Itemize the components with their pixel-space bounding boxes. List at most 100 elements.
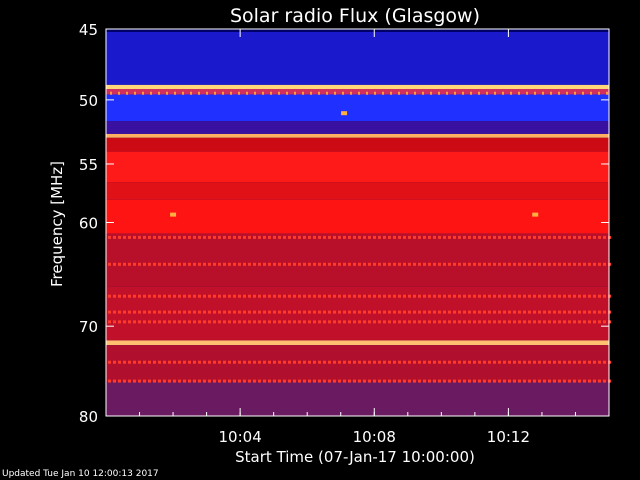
interference-line-segment <box>248 310 251 314</box>
interference-line-segment <box>328 360 331 364</box>
interference-line-segment <box>333 379 336 383</box>
interference-line-segment <box>183 310 186 314</box>
interference-line-segment <box>428 310 431 314</box>
interference-line-segment <box>163 310 166 314</box>
interference-line-segment <box>433 310 436 314</box>
interference-line-segment <box>483 262 486 266</box>
interference-line-segment <box>353 360 356 364</box>
interference-line-segment <box>233 379 236 383</box>
interference-line-segment <box>148 320 151 324</box>
interference-dot <box>334 91 336 95</box>
interference-line-segment <box>133 379 136 383</box>
interference-line-segment <box>318 310 321 314</box>
interference-line-segment <box>353 235 356 239</box>
interference-line-segment <box>388 262 391 266</box>
interference-line-segment <box>238 262 241 266</box>
interference-line-segment <box>258 294 261 298</box>
interference-line-segment <box>188 320 191 324</box>
interference-line-segment <box>603 379 606 383</box>
interference-line-segment <box>328 262 331 266</box>
interference-line-segment <box>158 262 161 266</box>
interference-line-segment <box>378 310 381 314</box>
interference-line-segment <box>523 379 526 383</box>
interference-line-segment <box>538 262 541 266</box>
interference-line-segment <box>203 360 206 364</box>
spectrogram-heatmap <box>106 29 611 416</box>
interference-line-segment <box>228 310 231 314</box>
interference-line-segment <box>363 360 366 364</box>
interference-line-segment <box>318 360 321 364</box>
interference-line-segment <box>193 379 196 383</box>
interference-line-segment <box>273 310 276 314</box>
interference-line-segment <box>518 310 521 314</box>
interference-line-segment <box>113 294 116 298</box>
interference-line-segment <box>178 360 181 364</box>
interference-line-segment <box>328 235 331 239</box>
interference-line-segment <box>253 310 256 314</box>
interference-line-segment <box>128 360 131 364</box>
interference-line-segment <box>168 320 171 324</box>
interference-line-segment <box>538 310 541 314</box>
interference-line-segment <box>383 262 386 266</box>
interference-dot <box>206 91 208 95</box>
interference-line-segment <box>588 310 591 314</box>
interference-line-segment <box>128 379 131 383</box>
interference-line-segment <box>128 310 131 314</box>
interference-line-segment <box>438 235 441 239</box>
y-tick-label: 45 <box>79 21 98 39</box>
interference-line-segment <box>523 235 526 239</box>
interference-dot <box>238 91 240 95</box>
interference-line-segment <box>183 320 186 324</box>
interference-line-segment <box>148 360 151 364</box>
interference-dot <box>110 91 112 95</box>
interference-line-segment <box>388 310 391 314</box>
interference-line-segment <box>163 294 166 298</box>
interference-line-segment <box>268 379 271 383</box>
interference-line-segment <box>168 379 171 383</box>
interference-line-segment <box>178 262 181 266</box>
interference-dot <box>454 91 456 95</box>
interference-line-segment <box>203 262 206 266</box>
interference-line-segment <box>448 235 451 239</box>
interference-line-segment <box>113 262 116 266</box>
interference-line-segment <box>448 379 451 383</box>
interference-line-segment <box>443 379 446 383</box>
spectrum-band <box>106 182 609 200</box>
interference-line-segment <box>218 262 221 266</box>
interference-line-segment <box>303 360 306 364</box>
interference-line-segment <box>588 235 591 239</box>
interference-line-segment <box>228 262 231 266</box>
interference-line-segment <box>563 235 566 239</box>
interference-line-segment <box>478 379 481 383</box>
y-axis-label: Frequency [MHz] <box>48 161 66 287</box>
interference-line-segment <box>558 262 561 266</box>
interference-line-segment <box>348 379 351 383</box>
interference-line-segment <box>428 379 431 383</box>
interference-line-segment <box>348 294 351 298</box>
interference-line-segment <box>423 360 426 364</box>
interference-line-segment <box>528 294 531 298</box>
interference-dot <box>150 91 152 95</box>
interference-line-segment <box>543 262 546 266</box>
interference-line-segment <box>343 262 346 266</box>
interference-line-segment <box>518 379 521 383</box>
interference-line-segment <box>558 235 561 239</box>
interference-line-segment <box>183 294 186 298</box>
interference-line-segment <box>188 235 191 239</box>
interference-line-segment <box>388 360 391 364</box>
interference-line-segment <box>398 360 401 364</box>
interference-line-segment <box>578 235 581 239</box>
interference-line-segment <box>573 294 576 298</box>
interference-line-segment <box>488 294 491 298</box>
interference-line-segment <box>223 360 226 364</box>
interference-line-segment <box>473 360 476 364</box>
interference-line-segment <box>123 235 126 239</box>
interference-line-segment <box>433 262 436 266</box>
interference-line-segment <box>358 262 361 266</box>
interference-line-segment <box>493 235 496 239</box>
spectrum-band <box>106 137 609 152</box>
interference-line-segment <box>593 294 596 298</box>
interference-line-segment <box>573 235 576 239</box>
interference-line-segment <box>318 294 321 298</box>
interference-line-segment <box>133 310 136 314</box>
